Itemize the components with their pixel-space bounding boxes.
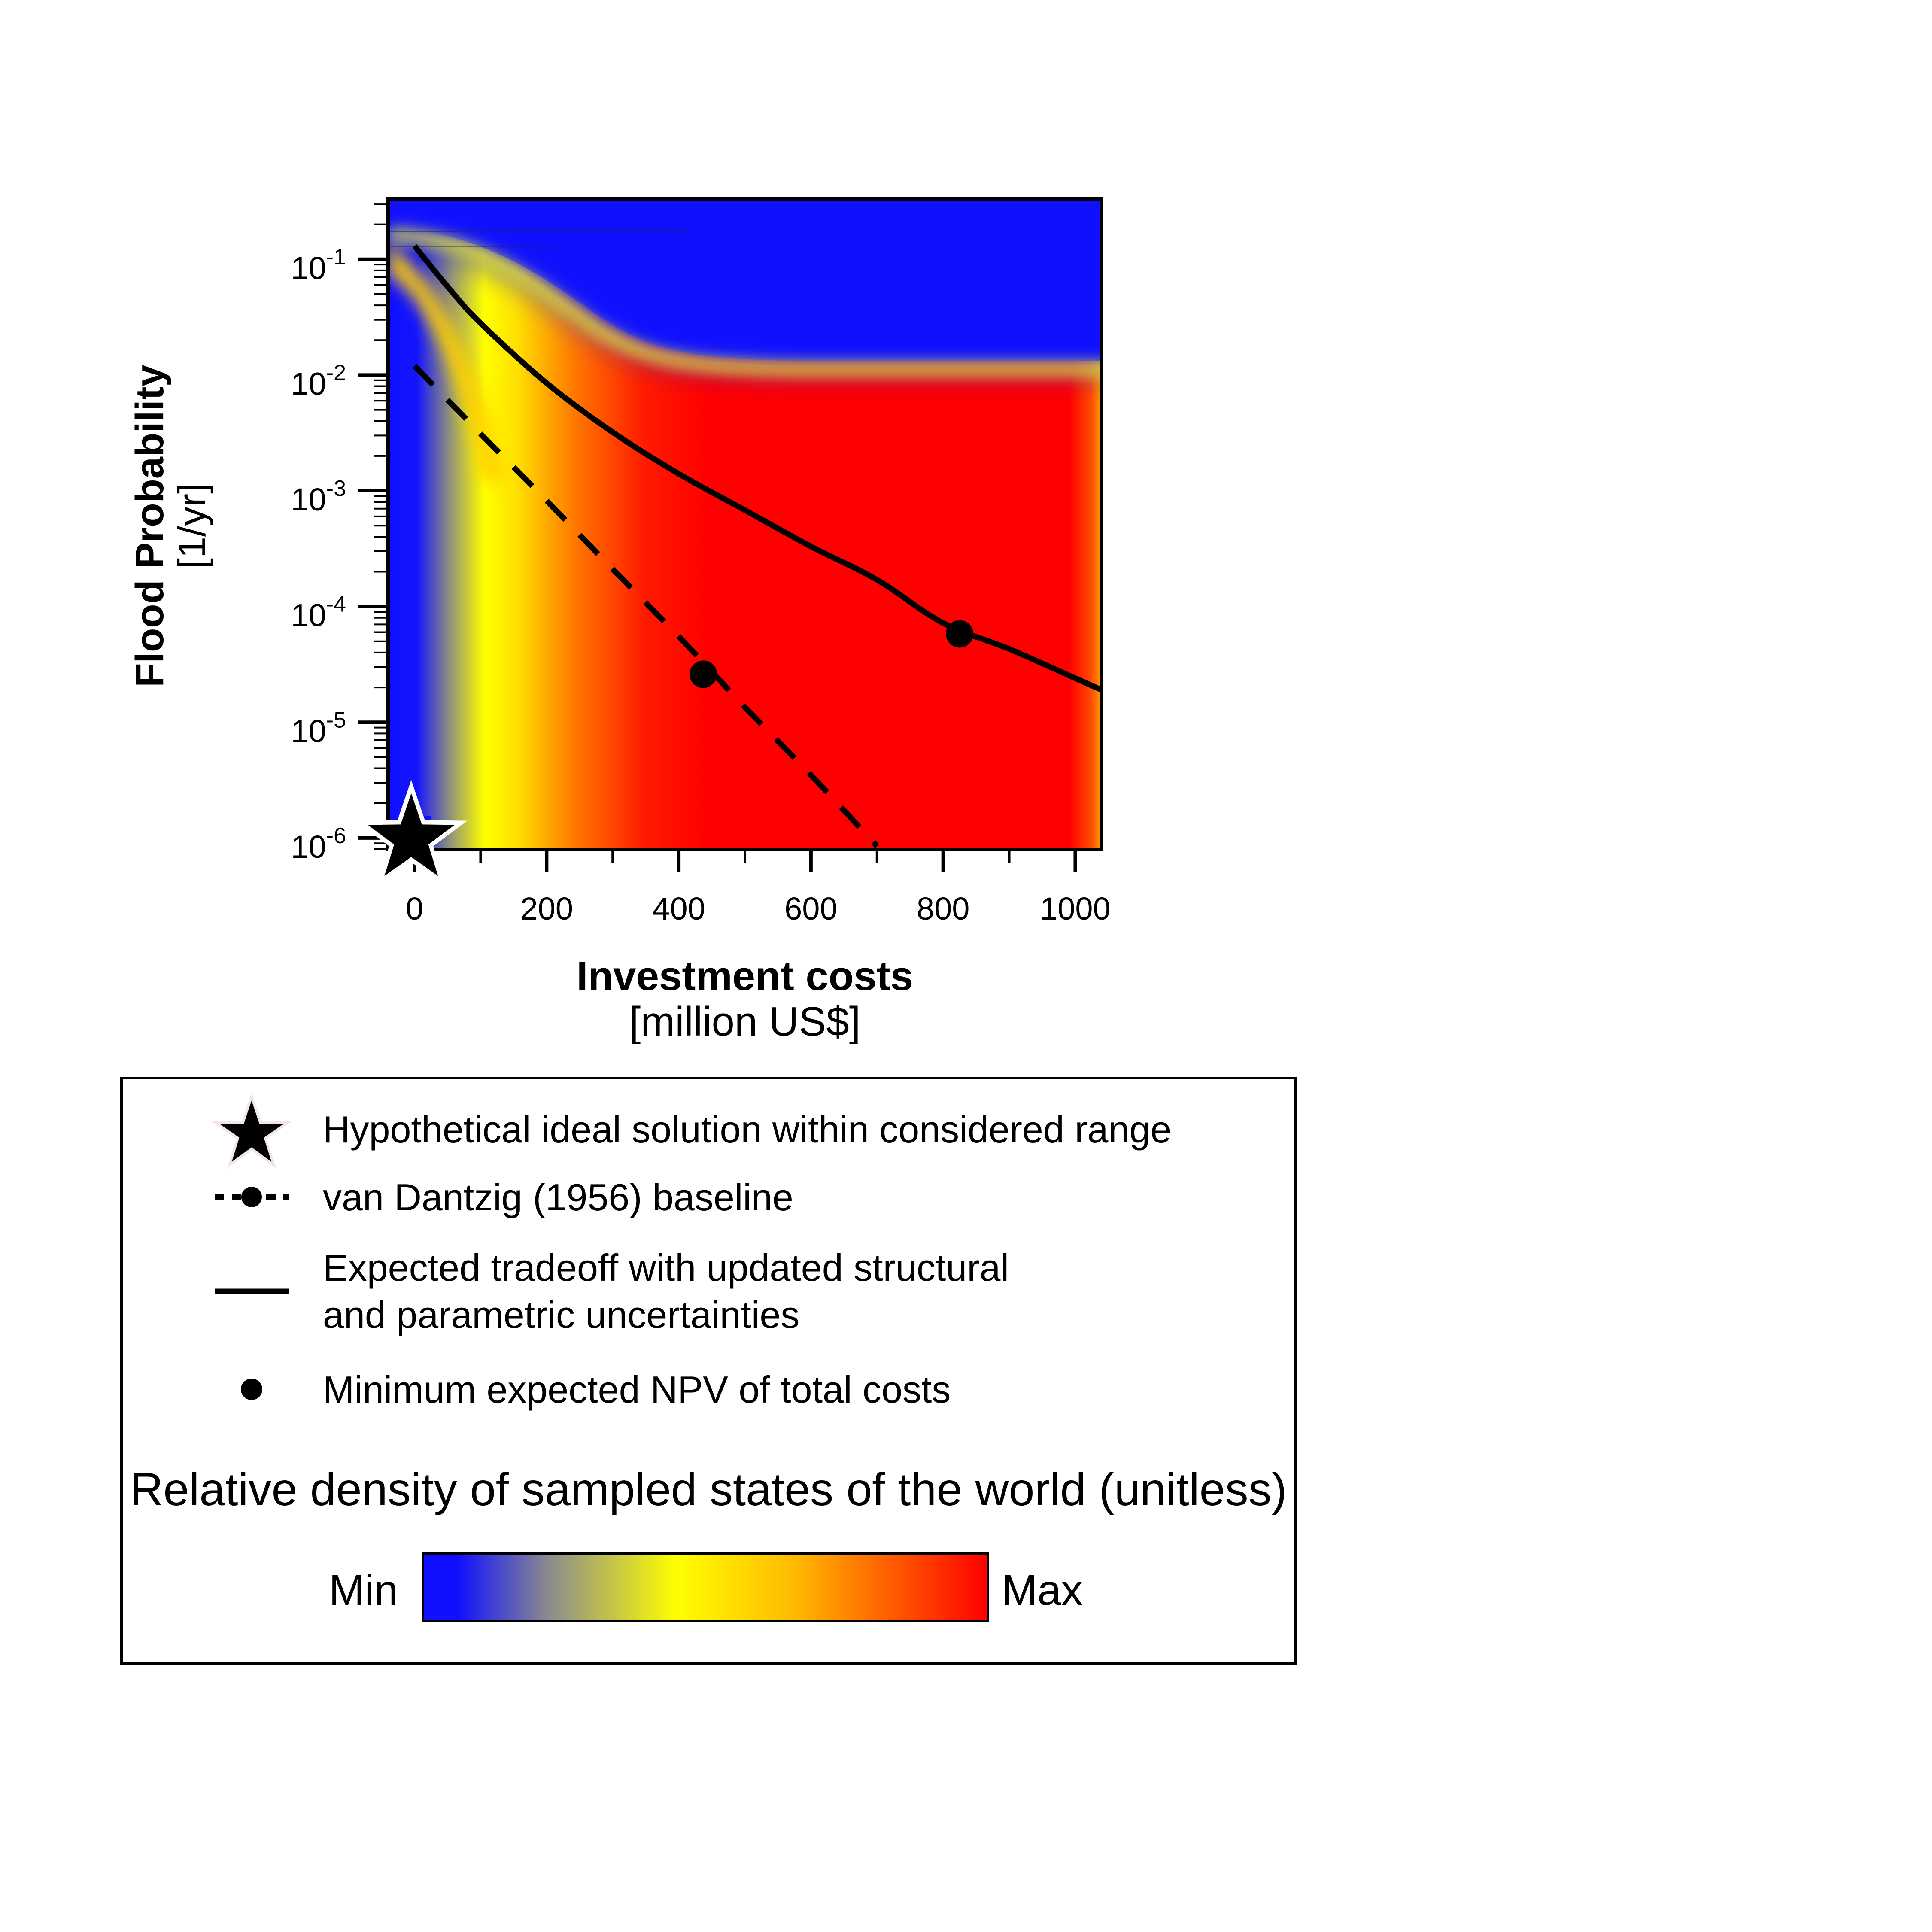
x-tick-label: 400 <box>652 891 705 927</box>
legend-entry-optimum: Minimum expected NPV of total costs <box>123 1362 1294 1418</box>
y-tick-label: 10-5 <box>291 708 346 749</box>
y-tick-label: 10-2 <box>291 360 346 401</box>
van-dantzig-optimum-point <box>690 660 717 688</box>
x-tick-label: 200 <box>520 891 573 927</box>
density-heatmap <box>388 199 1102 849</box>
legend-label-optimum: Minimum expected NPV of total costs <box>323 1368 951 1411</box>
legend-label-ideal: Hypothetical ideal solution within consi… <box>323 1108 1172 1151</box>
x-axis-units: [million US$] <box>629 999 861 1045</box>
y-tick-label: 10-6 <box>291 823 346 865</box>
tradeoff-optimum-point <box>946 620 974 648</box>
x-axis-label: Investment costs <box>577 953 913 999</box>
y-axis-label: Flood Probability <box>128 365 172 687</box>
dashed-line-with-dot-icon <box>215 1187 289 1207</box>
colorbar-title: Relative density of sampled states of th… <box>130 1463 1287 1515</box>
y-tick-label: 10-3 <box>291 476 346 517</box>
legend-entry-van-dantzig: van Dantzig (1956) baseline <box>123 1170 1294 1225</box>
x-tick-label: 800 <box>917 891 969 927</box>
y-tick-label: 10-4 <box>291 592 346 633</box>
solid-line-icon <box>215 1288 289 1294</box>
legend-label-van-dantzig: van Dantzig (1956) baseline <box>323 1176 793 1218</box>
legend-entry-tradeoff: Expected tradeoff with updated structura… <box>123 1246 1294 1346</box>
expected-tradeoff-line <box>412 244 1102 693</box>
legend-label-tradeoff-line2: and parametric uncertainties <box>323 1294 800 1336</box>
colorbar <box>422 1552 989 1622</box>
legend: Hypothetical ideal solution within consi… <box>120 1077 1297 1665</box>
y-axis-units: [1/yr] <box>171 483 214 569</box>
star-icon <box>211 1092 292 1169</box>
chart-figure: 0 200 400 600 800 1000 10-1 10-2 10-3 10-4 10-5 10-… <box>128 197 1111 1045</box>
legend-entry-ideal: Hypothetical ideal solution within consi… <box>123 1088 1294 1174</box>
colorbar-max-label: Max <box>1002 1566 1083 1614</box>
colorbar-min-label: Min <box>329 1566 398 1614</box>
y-tick-label: 10-1 <box>291 245 346 286</box>
van-dantzig-baseline-line <box>412 364 879 848</box>
x-tick-label: 0 <box>406 891 423 927</box>
legend-label-tradeoff-line1: Expected tradeoff with updated structura… <box>323 1246 1009 1289</box>
x-tick-label: 1000 <box>1040 891 1111 927</box>
dot-icon <box>241 1379 262 1400</box>
ideal-solution-star-icon <box>355 780 468 887</box>
x-tick-label: 600 <box>784 891 837 927</box>
